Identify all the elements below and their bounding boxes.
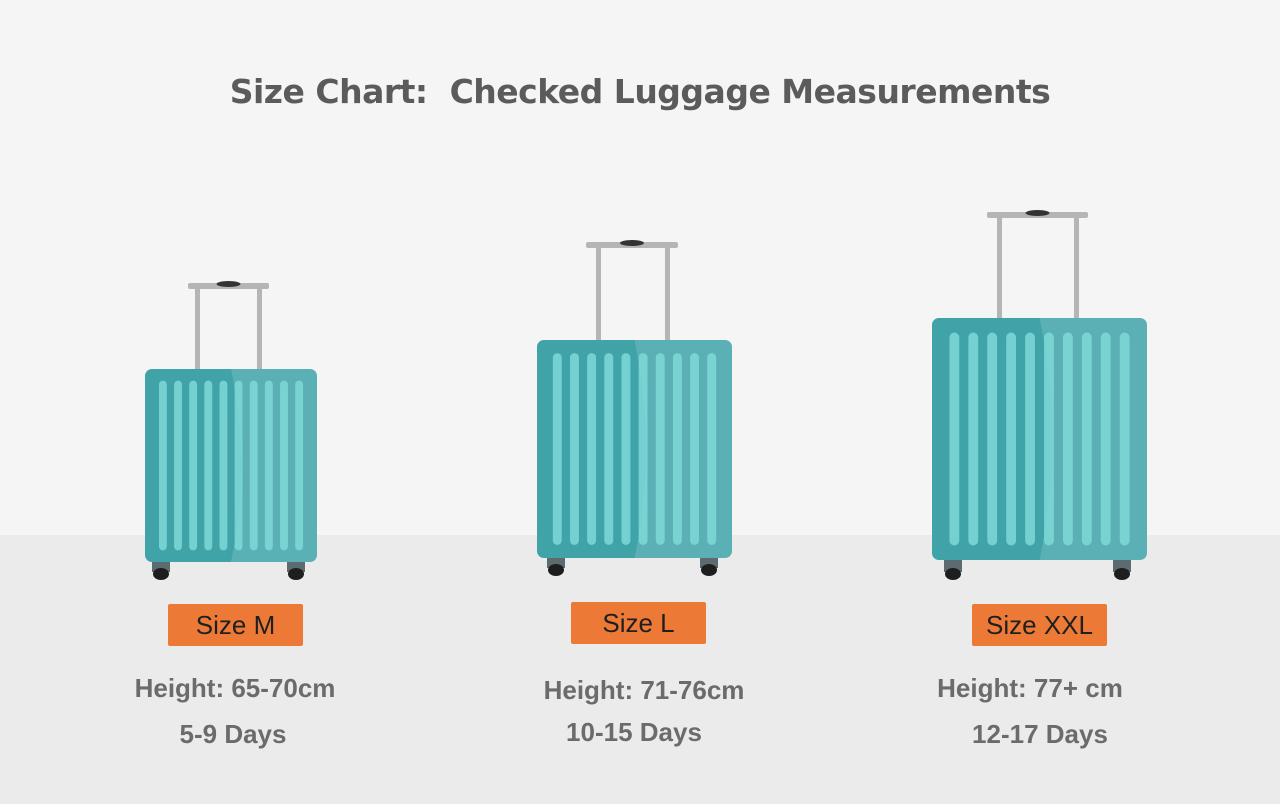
suitcase-rib	[604, 353, 614, 545]
suitcase-rib	[295, 380, 304, 551]
suitcase-rib	[234, 380, 243, 551]
suitcase-rib	[264, 380, 273, 551]
wheel	[153, 568, 169, 580]
wheel	[288, 568, 304, 580]
handle-post	[257, 283, 262, 369]
suitcase-rib	[280, 380, 288, 551]
suitcase-xxl-icon	[932, 210, 1147, 580]
handle-post	[1074, 212, 1079, 318]
suitcase-rib	[1081, 332, 1092, 546]
handle-post	[997, 212, 1002, 318]
size-xxl-days: 12-17 Days	[972, 719, 1108, 749]
suitcase-body	[932, 318, 1147, 560]
suitcase-shine	[634, 340, 732, 558]
suitcase-rib	[621, 353, 631, 545]
suitcase-body	[537, 340, 732, 558]
suitcase-rib	[158, 380, 167, 551]
suitcase-rib	[1100, 332, 1111, 546]
suitcase-rib	[707, 353, 717, 545]
suitcase-body	[145, 369, 317, 562]
size-m-badge: Size M	[168, 604, 303, 646]
handle-post	[596, 242, 601, 340]
wheel	[548, 564, 564, 576]
suitcase-shine	[231, 369, 317, 562]
floor-background	[0, 535, 1280, 804]
suitcase-rib	[1119, 332, 1130, 546]
suitcase-rib	[949, 332, 960, 546]
suitcase-rib	[189, 380, 198, 551]
size-l-badge: Size L	[571, 602, 706, 644]
wheel	[945, 568, 961, 580]
suitcase-shine	[1039, 318, 1147, 560]
handle-grip	[1025, 210, 1050, 216]
suitcase-rib	[204, 380, 213, 551]
suitcase-rib	[655, 353, 665, 545]
handle-post	[195, 283, 200, 369]
suitcase-rib	[219, 380, 228, 551]
suitcase-rib	[638, 353, 648, 545]
suitcase-rib	[569, 353, 579, 545]
handle-post	[665, 242, 670, 340]
size-m-days: 5-9 Days	[179, 719, 287, 749]
suitcase-rib	[1025, 332, 1035, 546]
suitcase-l-icon	[537, 240, 732, 576]
suitcase-rib	[672, 353, 682, 545]
suitcase-rib	[1044, 332, 1054, 546]
suitcase-rib	[690, 353, 700, 545]
size-xxl-badge: Size XXL	[972, 604, 1107, 646]
suitcase-rib	[249, 380, 258, 551]
size-l-days: 10-15 Days	[566, 717, 702, 747]
suitcase-rib	[587, 353, 597, 545]
suitcase-m-icon	[145, 281, 317, 580]
wheel	[701, 564, 717, 576]
wheel	[1114, 568, 1130, 580]
suitcase-rib	[987, 332, 998, 546]
suitcase-rib	[1006, 332, 1017, 546]
page-title: Size Chart: Checked Luggage Measurements	[229, 72, 1051, 111]
size-m-height: Height: 65-70cm	[134, 673, 336, 703]
handle-grip	[216, 281, 241, 287]
size-xxl-height: Height: 77+ cm	[937, 673, 1123, 703]
suitcase-rib	[968, 332, 979, 546]
handle-grip	[620, 240, 644, 246]
suitcase-rib	[552, 353, 562, 545]
suitcase-rib	[1062, 332, 1073, 546]
suitcase-rib	[174, 380, 182, 551]
size-l-height: Height: 71-76cm	[543, 675, 745, 705]
